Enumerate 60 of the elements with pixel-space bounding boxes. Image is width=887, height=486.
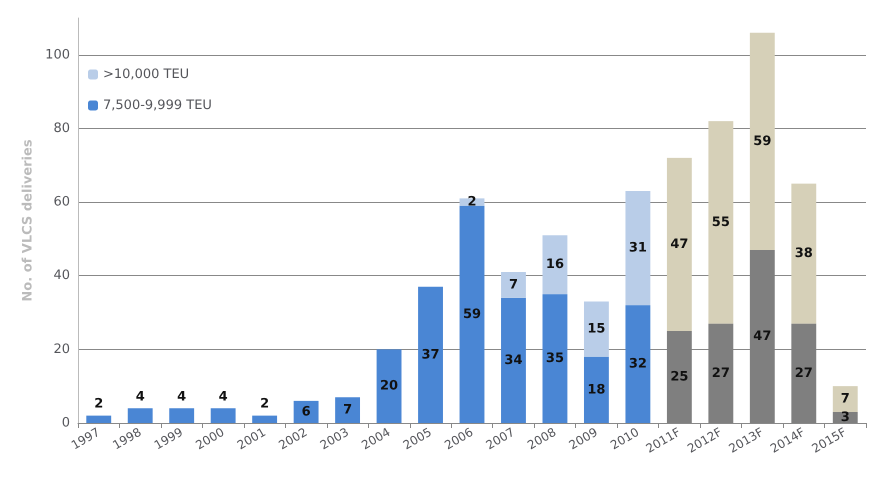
legend-label: 7,500-9,999 TEU	[103, 98, 212, 113]
data-label: 37	[421, 347, 440, 362]
data-label: 25	[670, 369, 688, 384]
data-label: 4	[218, 389, 228, 404]
bar	[584, 356, 609, 423]
bar	[625, 191, 650, 306]
bar	[501, 272, 526, 298]
data-label: 4	[136, 389, 145, 404]
bar	[625, 305, 650, 423]
data-label: 47	[753, 328, 772, 344]
data-label: 59	[753, 134, 772, 149]
bar	[750, 32, 775, 250]
y-tick-label: 100	[45, 47, 70, 62]
data-label: 15	[587, 322, 606, 337]
data-label: 4	[177, 389, 186, 404]
data-label: 7	[840, 392, 850, 407]
bar	[418, 286, 443, 423]
data-label: 32	[628, 356, 647, 372]
data-label: 6	[302, 404, 311, 420]
bar	[791, 184, 816, 324]
data-label: 27	[794, 366, 813, 381]
y-tick-label: 20	[53, 342, 70, 357]
data-label: 2	[467, 194, 477, 210]
data-label: 7	[508, 277, 518, 292]
bar	[584, 302, 609, 357]
bar	[86, 416, 112, 423]
bar	[460, 206, 484, 423]
legend-label: >10,000 TEU	[103, 67, 190, 82]
data-label: 35	[546, 351, 564, 366]
data-label: 27	[712, 366, 730, 381]
bar	[169, 408, 194, 423]
data-label: 2	[94, 396, 104, 412]
bar	[832, 386, 858, 412]
bar	[252, 416, 278, 423]
data-label: 7	[343, 402, 352, 418]
bar	[542, 235, 568, 294]
y-tick-label: 40	[53, 268, 70, 284]
bar	[708, 121, 734, 324]
data-label: 59	[462, 306, 482, 322]
data-label: 18	[587, 382, 606, 398]
bar	[128, 408, 153, 423]
data-label: 20	[380, 378, 398, 394]
bar	[542, 294, 568, 423]
data-label: 3	[840, 410, 850, 425]
bar	[666, 158, 692, 331]
data-label: 16	[546, 257, 564, 272]
y-axis-title: No. of VLCS deliveries	[20, 139, 36, 302]
data-label: 31	[628, 240, 647, 256]
data-label: 55	[712, 214, 730, 230]
bar	[210, 408, 236, 423]
y-tick-label: 0	[62, 416, 70, 430]
data-label: 38	[794, 246, 813, 262]
bar	[501, 298, 526, 423]
data-label: 2	[260, 396, 270, 412]
bar	[376, 349, 402, 423]
data-label: 47	[670, 236, 688, 252]
bar	[335, 397, 360, 423]
data-label: 34	[504, 352, 523, 368]
y-tick-label: 60	[53, 194, 70, 210]
y-tick-label: 80	[53, 120, 70, 136]
